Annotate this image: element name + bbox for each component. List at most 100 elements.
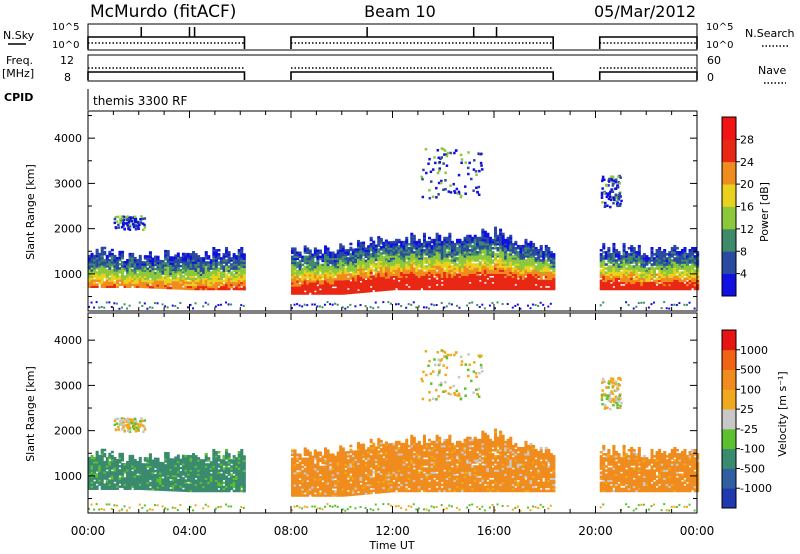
power-cell <box>412 285 416 289</box>
power-cell <box>461 281 465 285</box>
power-cell <box>609 255 613 258</box>
power-cell <box>455 273 459 276</box>
power-cell <box>542 255 546 258</box>
power-cell <box>604 192 607 195</box>
power-cell <box>95 301 98 304</box>
power-cell <box>614 287 618 291</box>
power-cell <box>658 263 662 266</box>
power-cell <box>382 258 386 261</box>
power-cell <box>156 302 159 305</box>
power-cell <box>392 269 396 272</box>
power-cell <box>542 263 546 266</box>
power-cell <box>549 271 553 274</box>
power-cell <box>524 240 528 244</box>
power-cell <box>506 255 510 258</box>
power-cell <box>171 284 175 288</box>
power-cell <box>153 282 158 285</box>
power-cell <box>186 252 190 256</box>
power-cell <box>156 265 160 269</box>
power-cell <box>599 273 603 276</box>
power-cell <box>356 282 361 286</box>
velocity-cell <box>90 503 93 506</box>
velocity-cell <box>103 487 107 490</box>
power-cell <box>90 263 94 266</box>
power-cell <box>650 287 654 291</box>
velocity-cell <box>131 454 135 458</box>
power-cell <box>118 275 122 278</box>
power-cell <box>625 285 629 289</box>
velocity-cell <box>95 463 99 466</box>
power-cell <box>537 259 541 262</box>
power-cell <box>174 287 178 290</box>
power-cell <box>389 259 393 262</box>
power-cell <box>491 273 495 276</box>
power-cell <box>120 277 125 280</box>
power-cell <box>433 259 437 262</box>
power-cell <box>126 285 130 288</box>
power-cell <box>105 261 109 264</box>
power-cell <box>496 267 500 270</box>
velocity-cell <box>118 452 122 456</box>
velocity-cell <box>128 473 132 476</box>
power-cell <box>389 261 393 264</box>
power-cell <box>344 251 348 254</box>
power-cell <box>93 273 97 276</box>
power-cell <box>675 271 679 274</box>
power-cell <box>240 267 244 270</box>
power-cell <box>136 283 140 286</box>
power-cell <box>678 257 682 260</box>
power-cell <box>688 283 692 287</box>
power-cell <box>372 256 376 260</box>
power-cell <box>181 256 185 260</box>
power-cell <box>655 277 659 281</box>
power-cell <box>359 282 363 286</box>
power-cell <box>120 256 125 260</box>
power-cell <box>614 281 618 285</box>
power-cell <box>686 259 690 262</box>
power-cell <box>537 261 541 264</box>
power-cell <box>499 232 503 236</box>
power-cell <box>415 271 419 274</box>
power-cell <box>428 257 432 260</box>
power-cell <box>321 275 325 279</box>
power-cell <box>354 250 358 253</box>
power-cell <box>547 253 551 256</box>
power-cell <box>673 246 677 250</box>
power-cell <box>316 277 320 281</box>
power-cell <box>146 263 150 266</box>
nsearch-label: N.Search <box>745 27 795 40</box>
power-cell <box>455 304 458 307</box>
power-cell <box>428 271 432 274</box>
power-cell <box>511 275 515 279</box>
power-cell <box>176 260 180 264</box>
power-cell <box>637 273 641 276</box>
power-cell <box>504 275 508 279</box>
power-cell <box>407 251 411 254</box>
power-cell <box>483 269 487 272</box>
power-cell <box>632 267 636 270</box>
power-cell <box>693 246 697 250</box>
velocity-cell <box>115 477 119 480</box>
power-cell <box>181 281 185 284</box>
power-cell <box>534 279 538 283</box>
power-cell <box>481 234 485 238</box>
power-cell <box>483 267 487 270</box>
power-cell <box>207 275 211 279</box>
velocity-cell <box>136 481 140 484</box>
power-cell <box>477 152 480 155</box>
power-cell <box>161 272 165 275</box>
power-cell <box>349 248 353 252</box>
power-cell <box>547 271 551 274</box>
power-cell <box>235 287 239 291</box>
power-cell <box>344 285 348 289</box>
power-cell <box>511 259 515 262</box>
power-cell <box>435 279 439 283</box>
power-cell <box>473 257 477 260</box>
power-cell <box>131 252 135 256</box>
power-cell <box>120 265 125 268</box>
power-cell <box>291 307 293 310</box>
power-cell <box>184 254 188 258</box>
power-cell <box>445 246 449 250</box>
power-cell <box>544 265 548 268</box>
power-cell <box>483 307 486 310</box>
